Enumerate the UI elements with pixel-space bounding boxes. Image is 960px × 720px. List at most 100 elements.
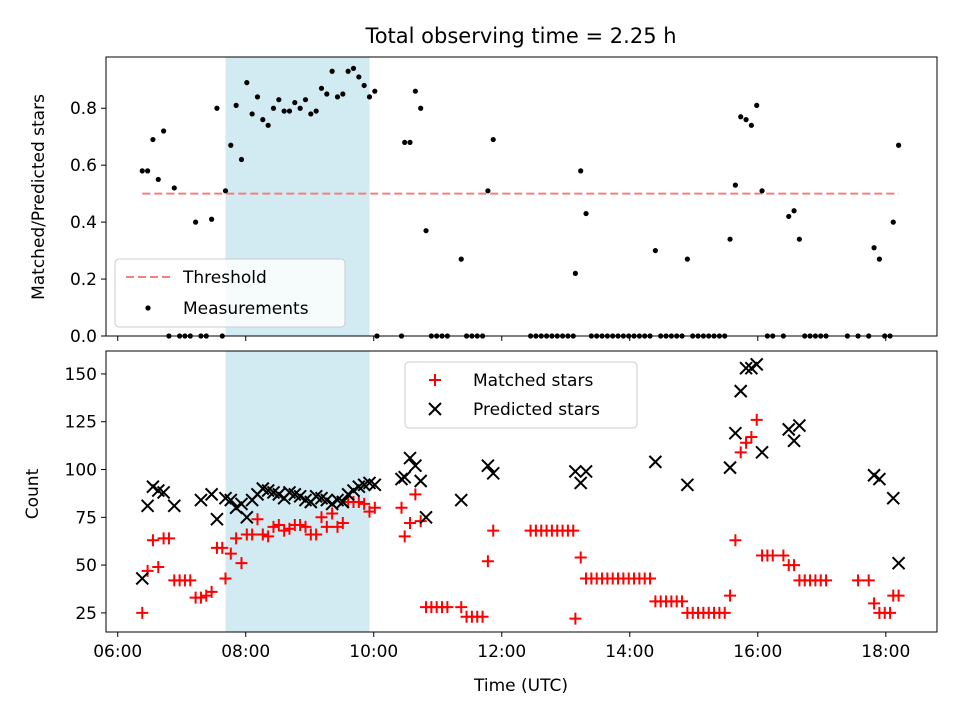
predicted-star-point	[156, 485, 171, 500]
measurement-point	[292, 99, 298, 106]
bottom-y-tick-label: 25	[75, 604, 97, 624]
bottom-data-layer	[135, 357, 906, 625]
measurement-point	[743, 117, 749, 123]
measurement-point	[238, 156, 245, 163]
measurement-point	[366, 94, 373, 100]
matched-star-point	[205, 585, 218, 598]
measurement-point	[350, 65, 357, 71]
measurement-point	[423, 228, 429, 234]
chart-title: Total observing time = 2.25 h	[364, 24, 676, 48]
measurement-point	[265, 122, 271, 128]
matched-star-point	[676, 595, 689, 608]
measurement-point	[244, 80, 250, 86]
x-tick-label: 18:00	[861, 642, 910, 662]
measurement-point	[260, 117, 266, 123]
predicted-star-point	[419, 510, 433, 525]
matched-star-point	[868, 597, 881, 610]
matched-star-point	[310, 528, 323, 541]
legend-predicted-marker	[428, 402, 442, 416]
predicted-star-point	[872, 472, 887, 486]
measurement-point	[572, 270, 578, 276]
measurement-point	[340, 91, 346, 97]
matched-star-point	[136, 606, 149, 619]
matched-star-point	[368, 501, 381, 514]
matched-star-point	[724, 589, 737, 602]
x-axis-label: Time (UTC)	[473, 676, 568, 696]
measurement-point	[458, 256, 464, 262]
predicted-star-point	[782, 422, 796, 437]
matched-star-point	[235, 557, 248, 570]
measurement-point	[150, 136, 156, 143]
measurement-point	[139, 168, 145, 174]
legend-measurements-marker	[145, 305, 151, 311]
matched-star-point	[644, 572, 657, 585]
matched-star-point	[740, 436, 753, 449]
matched-star-point	[409, 488, 422, 501]
matched-star-point	[574, 551, 587, 564]
predicted-star-point	[167, 499, 181, 513]
measurement-point	[748, 122, 754, 128]
bottom-y-tick-label: 75	[75, 508, 97, 528]
matched-star-point	[315, 511, 328, 524]
matched-star-point	[224, 547, 237, 560]
measurement-point	[871, 245, 877, 251]
measurement-point	[276, 97, 282, 103]
measurement-point	[171, 185, 177, 191]
predicted-star-point	[234, 497, 249, 511]
matched-star-point	[455, 601, 468, 614]
legend-matched-label: Matched stars	[473, 371, 593, 391]
predicted-star-point	[723, 460, 737, 475]
measurement-point	[318, 85, 325, 91]
matched-star-point	[862, 574, 875, 587]
measurement-point	[652, 247, 658, 254]
predicted-star-point	[787, 434, 801, 448]
predicted-star-point	[204, 487, 219, 502]
matched-star-point	[729, 534, 742, 547]
bottom-y-tick-label: 50	[75, 556, 97, 576]
measurement-point	[222, 188, 229, 194]
matched-star-point	[278, 524, 291, 537]
predicted-star-point	[573, 476, 588, 490]
measurement-point	[334, 94, 341, 100]
predicted-star-point	[486, 466, 500, 481]
predicted-star-point	[755, 445, 769, 460]
bottom-x-ticks: 06:00 08:00 10:00 12:00 14:00 16:00 18:00	[93, 632, 910, 662]
measurement-point	[759, 188, 765, 194]
matched-star-point	[146, 534, 159, 547]
predicted-star-point	[397, 470, 412, 484]
measurement-point	[583, 210, 589, 217]
bottom-axes: 25 50 75 100 125 150 06:00 08:00 10:00 12:00 14:0…	[23, 350, 938, 696]
matched-star-point	[336, 517, 349, 530]
matched-star-point	[718, 606, 731, 619]
legend-measurements-label: Measurements	[183, 299, 309, 319]
matched-star-point	[162, 532, 175, 545]
matched-star-point	[398, 530, 411, 543]
predicted-star-point	[413, 474, 428, 488]
top-legend-box	[114, 258, 346, 328]
matched-star-point	[320, 520, 333, 533]
measurement-point	[738, 114, 744, 120]
matched-star-point	[567, 524, 580, 537]
predicted-star-point	[481, 458, 495, 473]
measurement-point	[254, 94, 261, 100]
predicted-star-point	[680, 478, 695, 492]
bottom-legend-box	[404, 361, 638, 429]
matched-star-point	[487, 524, 500, 537]
measurement-point	[786, 213, 792, 220]
predicted-star-point	[886, 491, 900, 505]
measurement-point	[407, 139, 413, 146]
legend-threshold-label: Threshold	[182, 268, 267, 288]
predicted-star-point	[336, 495, 350, 509]
matched-star-point	[141, 564, 154, 577]
matched-star-point	[569, 612, 582, 625]
legend-matched-marker	[429, 374, 441, 386]
bottom-y-tick-label: 150	[65, 365, 97, 385]
matched-star-point	[476, 610, 489, 623]
matched-star-point	[481, 555, 494, 568]
measurement-point	[313, 108, 319, 114]
matched-star-point	[892, 589, 905, 602]
x-tick-label: 06:00	[93, 642, 142, 662]
matched-star-point	[326, 507, 339, 520]
matched-star-point	[734, 446, 747, 459]
matched-star-point	[352, 496, 365, 509]
